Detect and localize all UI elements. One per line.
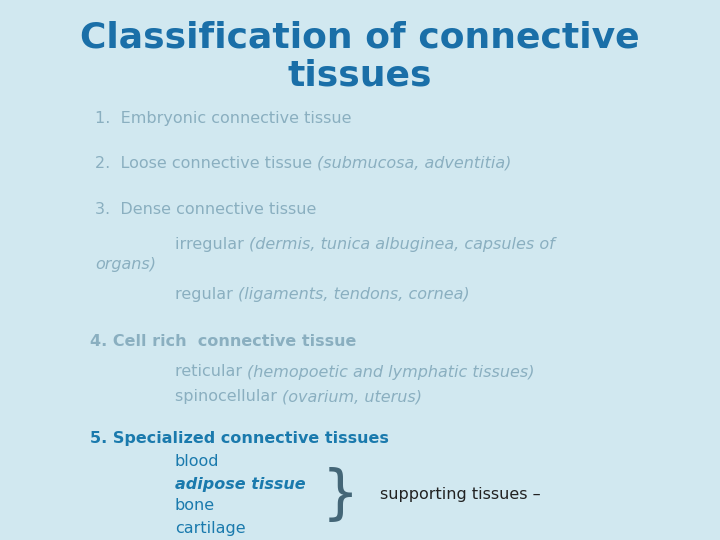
Text: organs): organs) xyxy=(95,258,156,273)
Text: bone: bone xyxy=(175,498,215,514)
Text: (ovarium, uterus): (ovarium, uterus) xyxy=(282,389,422,404)
Text: (submucosa, adventitia): (submucosa, adventitia) xyxy=(318,156,512,171)
Text: tissues: tissues xyxy=(288,58,432,92)
Text: 3.  Dense connective tissue: 3. Dense connective tissue xyxy=(95,202,316,218)
Text: Classification of connective: Classification of connective xyxy=(80,21,640,55)
Text: (dermis, tunica albuginea, capsules of: (dermis, tunica albuginea, capsules of xyxy=(249,238,554,253)
Text: 5. Specialized connective tissues: 5. Specialized connective tissues xyxy=(90,430,389,445)
Text: supporting tissues –: supporting tissues – xyxy=(380,488,541,503)
Text: (hemopoetic and lymphatic tissues): (hemopoetic and lymphatic tissues) xyxy=(247,364,535,380)
Text: }: } xyxy=(321,467,359,523)
Text: irregular: irregular xyxy=(175,238,249,253)
Text: (ligaments, tendons, cornea): (ligaments, tendons, cornea) xyxy=(238,287,469,302)
Text: blood: blood xyxy=(175,455,220,469)
Text: 2.  Loose connective tissue: 2. Loose connective tissue xyxy=(95,156,318,171)
Text: spinocellular: spinocellular xyxy=(175,389,282,404)
Text: 1.  Embryonic connective tissue: 1. Embryonic connective tissue xyxy=(95,111,351,125)
Text: cartilage: cartilage xyxy=(175,521,246,536)
Text: reticular: reticular xyxy=(175,364,247,380)
Text: regular: regular xyxy=(175,287,238,302)
Text: 4. Cell rich  connective tissue: 4. Cell rich connective tissue xyxy=(90,334,356,349)
Text: adipose tissue: adipose tissue xyxy=(175,476,305,491)
